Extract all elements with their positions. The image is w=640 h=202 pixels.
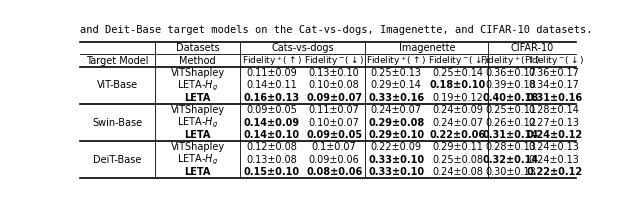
- Text: ViTShapley: ViTShapley: [171, 105, 225, 115]
- Text: 0.18±0.10: 0.18±0.10: [429, 80, 486, 90]
- Text: 0.12±0.08: 0.12±0.08: [246, 142, 297, 152]
- Text: LETA: LETA: [184, 130, 211, 140]
- Text: 0.31±0.14: 0.31±0.14: [483, 130, 539, 140]
- Text: 0.09±0.07: 0.09±0.07: [306, 93, 362, 103]
- Text: DeiT-Base: DeiT-Base: [93, 155, 142, 165]
- Text: 0.14±0.10: 0.14±0.10: [244, 130, 300, 140]
- Text: 0.36±0.17: 0.36±0.17: [485, 68, 536, 78]
- Text: 0.10±0.07: 0.10±0.07: [308, 118, 360, 127]
- Text: 0.13±0.10: 0.13±0.10: [309, 68, 360, 78]
- Text: 0.33±0.10: 0.33±0.10: [368, 167, 424, 177]
- Text: 0.24±0.13: 0.24±0.13: [529, 142, 580, 152]
- Text: Datasets: Datasets: [176, 43, 220, 53]
- Text: 0.14±0.09: 0.14±0.09: [244, 118, 300, 127]
- Text: 0.29±0.08: 0.29±0.08: [368, 118, 424, 127]
- Text: LETA: LETA: [184, 167, 211, 177]
- Text: 0.32±0.14: 0.32±0.14: [483, 155, 539, 165]
- Text: 0.22±0.12: 0.22±0.12: [526, 167, 582, 177]
- Text: Fidelity$^+$($\uparrow$): Fidelity$^+$($\uparrow$): [481, 54, 541, 67]
- Text: 0.24±0.12: 0.24±0.12: [526, 130, 582, 140]
- Text: 0.28±0.14: 0.28±0.14: [529, 105, 580, 115]
- Text: Method: Method: [179, 56, 216, 66]
- Text: 0.24±0.08: 0.24±0.08: [433, 167, 483, 177]
- Text: 0.1±0.07: 0.1±0.07: [312, 142, 356, 152]
- Text: LETA: LETA: [184, 93, 211, 103]
- Text: CIFAR-10: CIFAR-10: [511, 43, 554, 53]
- Text: 0.11±0.09: 0.11±0.09: [246, 68, 297, 78]
- Text: ViTShapley: ViTShapley: [171, 68, 225, 78]
- Text: 0.34±0.17: 0.34±0.17: [529, 80, 580, 90]
- Text: 0.29±0.10: 0.29±0.10: [368, 130, 424, 140]
- Text: 0.28±0.13: 0.28±0.13: [485, 142, 536, 152]
- Text: 0.33±0.16: 0.33±0.16: [368, 93, 424, 103]
- Text: 0.31±0.16: 0.31±0.16: [526, 93, 582, 103]
- Text: ViT-Base: ViT-Base: [97, 80, 138, 90]
- Text: ViTShapley: ViTShapley: [171, 142, 225, 152]
- Text: 0.09±0.05: 0.09±0.05: [306, 130, 362, 140]
- Text: 0.26±0.12: 0.26±0.12: [485, 118, 536, 127]
- Text: 0.36±0.17: 0.36±0.17: [529, 68, 580, 78]
- Text: 0.10±0.08: 0.10±0.08: [309, 80, 360, 90]
- Text: and Deit-Base target models on the Cat-vs-dogs, Imagenette, and CIFAR-10 dataset: and Deit-Base target models on the Cat-v…: [80, 25, 593, 35]
- Text: 0.27±0.13: 0.27±0.13: [529, 118, 580, 127]
- Text: 0.22±0.06: 0.22±0.06: [429, 130, 486, 140]
- Text: 0.29±0.14: 0.29±0.14: [371, 80, 422, 90]
- Text: LETA-$H_g$: LETA-$H_g$: [177, 153, 218, 167]
- Text: 0.19±0.12: 0.19±0.12: [433, 93, 483, 103]
- Text: LETA-$H_g$: LETA-$H_g$: [177, 115, 218, 130]
- Text: 0.14±0.11: 0.14±0.11: [246, 80, 297, 90]
- Text: 0.25±0.11: 0.25±0.11: [485, 105, 536, 115]
- Text: Target Model: Target Model: [86, 56, 149, 66]
- Text: 0.15±0.10: 0.15±0.10: [244, 167, 300, 177]
- Text: Fidelity$^-$($\downarrow$): Fidelity$^-$($\downarrow$): [304, 54, 364, 67]
- Text: 0.22±0.09: 0.22±0.09: [371, 142, 422, 152]
- Text: 0.40±0.18: 0.40±0.18: [483, 93, 539, 103]
- Text: 0.24±0.13: 0.24±0.13: [529, 155, 580, 165]
- Text: 0.24±0.07: 0.24±0.07: [371, 105, 422, 115]
- Text: 0.25±0.08: 0.25±0.08: [432, 155, 483, 165]
- Text: 0.29±0.11: 0.29±0.11: [433, 142, 483, 152]
- Text: Swin-Base: Swin-Base: [93, 118, 143, 127]
- Text: 0.24±0.09: 0.24±0.09: [433, 105, 483, 115]
- Text: 0.08±0.06: 0.08±0.06: [306, 167, 362, 177]
- Text: Fidelity$^+$($\uparrow$): Fidelity$^+$($\uparrow$): [242, 54, 302, 67]
- Text: Fidelity$^+$($\uparrow$): Fidelity$^+$($\uparrow$): [366, 54, 426, 67]
- Text: 0.09±0.06: 0.09±0.06: [309, 155, 360, 165]
- Text: 0.24±0.07: 0.24±0.07: [432, 118, 483, 127]
- Text: 0.30±0.13: 0.30±0.13: [485, 167, 536, 177]
- Text: 0.13±0.08: 0.13±0.08: [246, 155, 297, 165]
- Text: LETA-$H_g$: LETA-$H_g$: [177, 78, 218, 93]
- Text: 0.09±0.05: 0.09±0.05: [246, 105, 297, 115]
- Text: Fidelity$^-$($\downarrow$): Fidelity$^-$($\downarrow$): [428, 54, 488, 67]
- Text: Fidelity$^-$($\downarrow$): Fidelity$^-$($\downarrow$): [524, 54, 584, 67]
- Text: Imagenette: Imagenette: [399, 43, 455, 53]
- Text: 0.25±0.14: 0.25±0.14: [432, 68, 483, 78]
- Text: 0.11±0.07: 0.11±0.07: [308, 105, 360, 115]
- Text: 0.16±0.13: 0.16±0.13: [244, 93, 300, 103]
- Text: Cats-vs-dogs: Cats-vs-dogs: [271, 43, 334, 53]
- Text: 0.33±0.10: 0.33±0.10: [368, 155, 424, 165]
- Text: 0.39±0.18: 0.39±0.18: [485, 80, 536, 90]
- Text: 0.25±0.13: 0.25±0.13: [371, 68, 422, 78]
